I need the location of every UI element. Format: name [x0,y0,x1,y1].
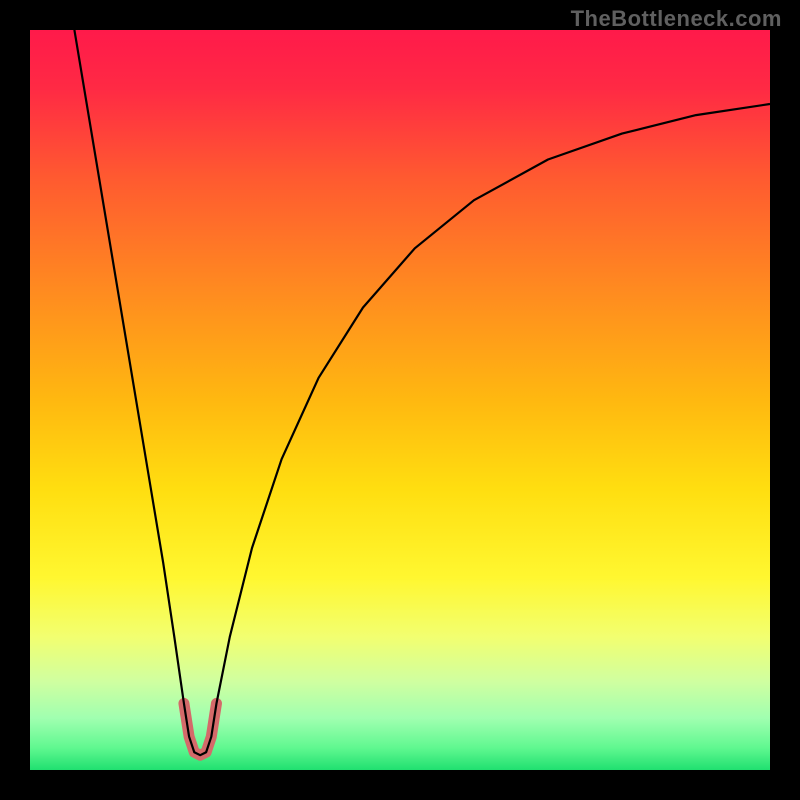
chart-area [30,30,770,770]
bottleneck-curve [74,30,770,755]
chart-curves-layer [30,30,770,770]
watermark-text: TheBottleneck.com [571,6,782,32]
